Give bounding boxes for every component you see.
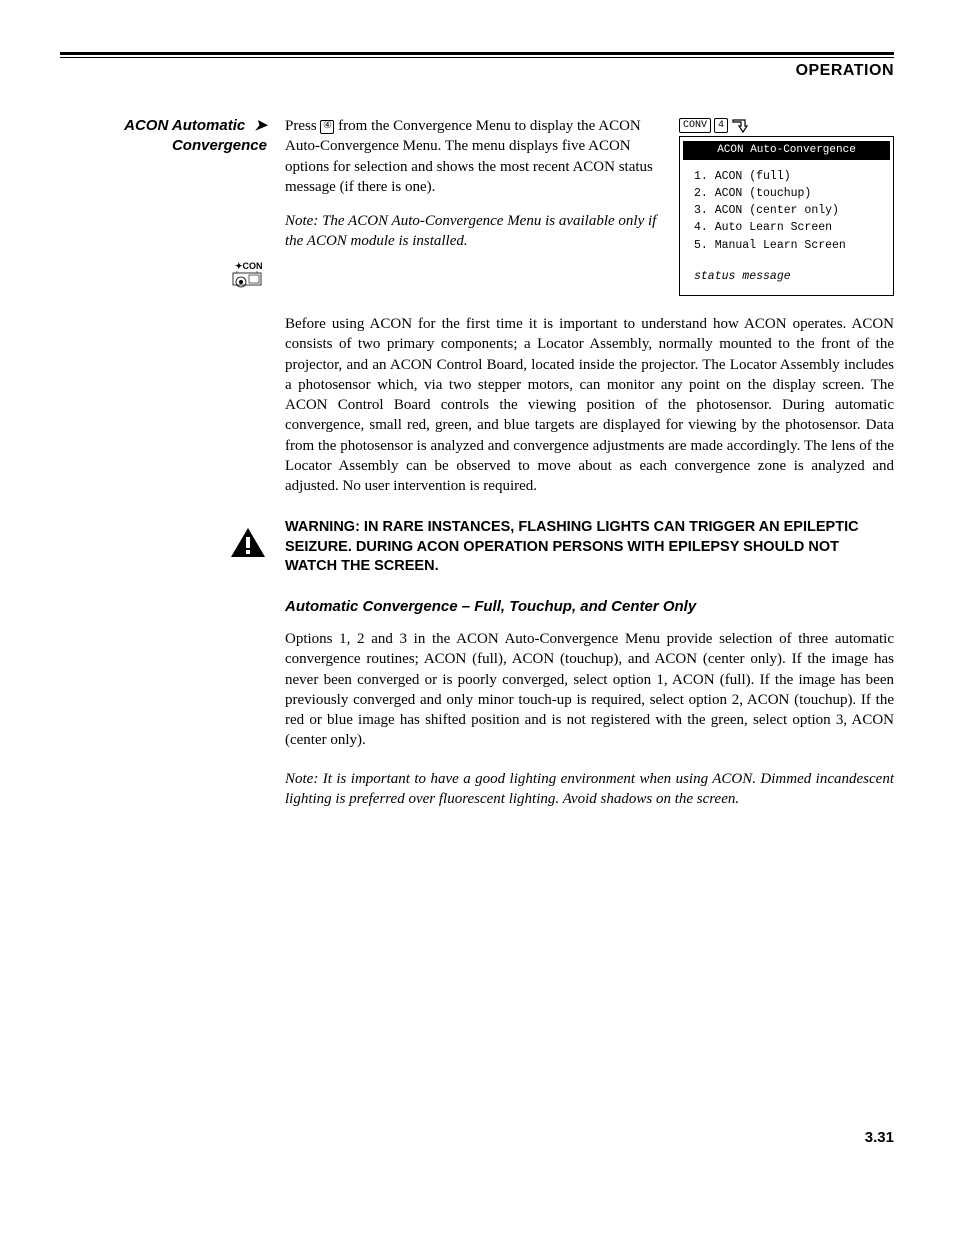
warning-row: WARNING: IN RARE INSTANCES, FLASHING LIG… <box>60 496 894 809</box>
acon-menu-box: ACON Auto-Convergence 1. ACON (full) 2. … <box>679 136 894 296</box>
section-heading-line2: Convergence <box>172 137 267 154</box>
content-row: ACON Automatic ➤ Convergence ✦CON <box>60 116 894 496</box>
intro-body: from the Convergence Menu to display the… <box>285 118 653 195</box>
intro-paragraph: Press ④ from the Convergence Menu to dis… <box>285 116 663 197</box>
conv-key-icon: CONV <box>679 118 711 133</box>
section-heading-line1: ACON Automatic <box>124 117 245 134</box>
arrow-icon: ➤ <box>254 117 267 134</box>
key-4-box-icon: 4 <box>714 118 728 133</box>
section-heading: ACON Automatic ➤ Convergence <box>60 116 267 155</box>
main-content-column: Press ④ from the Convergence Menu to dis… <box>285 116 894 496</box>
left-margin-column: ACON Automatic ➤ Convergence ✦CON <box>60 116 285 496</box>
status-message-line: status message <box>680 262 893 295</box>
intro-note: Note: The ACON Auto-Convergence Menu is … <box>285 211 663 252</box>
intro-text: Press ④ from the Convergence Menu to dis… <box>285 116 663 296</box>
page-header-title: OPERATION <box>60 62 894 80</box>
menu-item: 5. Manual Learn Screen <box>694 237 883 254</box>
menu-item: 4. Auto Learn Screen <box>694 219 883 236</box>
key-4-icon: ④ <box>320 120 334 134</box>
menu-item: 1. ACON (full) <box>694 168 883 185</box>
menu-box-wrapper: CONV 4 ACON Auto-Convergence 1. ACON (fu… <box>679 116 894 296</box>
intro-block: Press ④ from the Convergence Menu to dis… <box>285 116 894 296</box>
menu-items-list: 1. ACON (full) 2. ACON (touchup) 3. ACON… <box>680 166 893 262</box>
menu-title-bar: ACON Auto-Convergence <box>683 141 890 160</box>
subsection-title: Automatic Convergence – Full, Touchup, a… <box>285 597 894 617</box>
intro-prefix: Press <box>285 118 320 134</box>
warning-text: WARNING: IN RARE INSTANCES, FLASHING LIG… <box>285 518 894 577</box>
before-using-paragraph: Before using ACON for the first time it … <box>285 314 894 496</box>
lighting-note: Note: It is important to have a good lig… <box>285 769 894 810</box>
svg-text:✦CON: ✦CON <box>235 261 263 271</box>
warning-triangle-icon <box>229 526 267 565</box>
header-rule <box>60 52 894 58</box>
key-sequence: CONV 4 <box>679 116 894 134</box>
page-number: 3.31 <box>60 1129 894 1146</box>
menu-item: 2. ACON (touchup) <box>694 185 883 202</box>
options-paragraph: Options 1, 2 and 3 in the ACON Auto-Conv… <box>285 629 894 751</box>
arrow-down-icon <box>731 116 749 134</box>
acon-small-label: ✦CON <box>227 260 267 295</box>
warning-text-col: WARNING: IN RARE INSTANCES, FLASHING LIG… <box>285 496 894 809</box>
acon-device-icon: ✦CON <box>227 260 267 295</box>
warning-icon-col <box>60 496 285 809</box>
menu-item: 3. ACON (center only) <box>694 202 883 219</box>
